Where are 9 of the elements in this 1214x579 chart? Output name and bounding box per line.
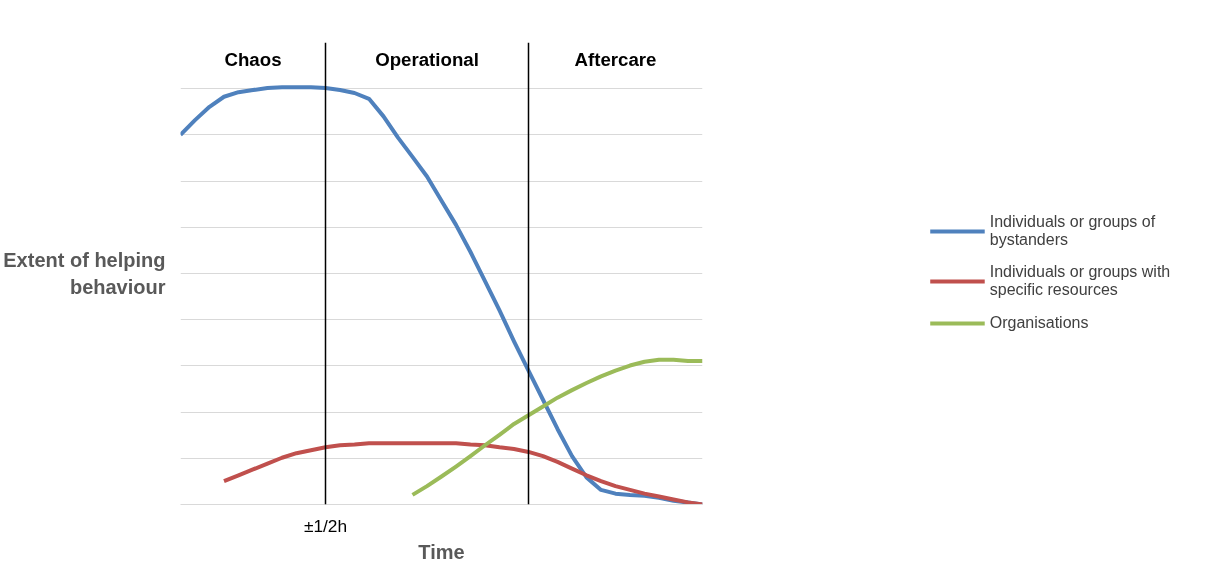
- legend-label: Individuals or groups with specific resources: [989, 263, 1171, 299]
- x-axis-title: Time: [418, 540, 465, 563]
- text: Chaos: [224, 49, 282, 71]
- legend-label: Individuals or groups of bystanders: [989, 213, 1156, 249]
- text: Operational: [375, 49, 479, 71]
- text: Aftercare: [574, 49, 657, 71]
- text: ±1/2h: [303, 515, 348, 536]
- legend-label: Organisations: [989, 314, 1089, 332]
- y-axis-title: Extent of helping behaviour: [3, 249, 166, 298]
